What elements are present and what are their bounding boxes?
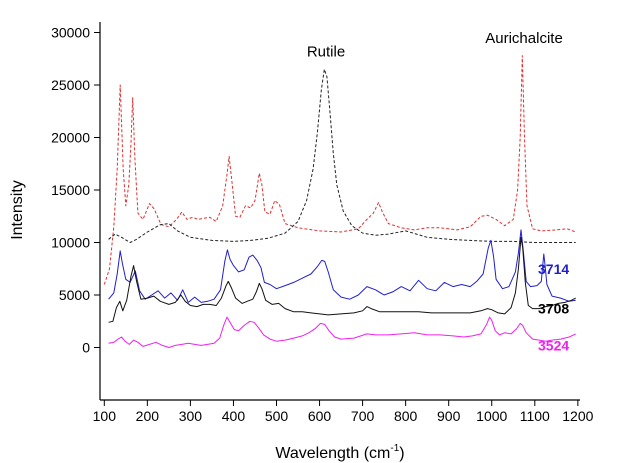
series-label-layer: 3714 3708 3524 xyxy=(538,261,569,354)
peak-annotation: Aurichalcite xyxy=(485,30,563,47)
series-line-rutile-ref xyxy=(108,68,576,243)
y-axis-ticks: 0 5000 10000 15000 20000 25000 30000 xyxy=(51,25,100,356)
y-tick-label: 15000 xyxy=(51,182,90,198)
x-tick-label: 1200 xyxy=(562,408,593,424)
x-tick-label: 500 xyxy=(265,408,289,424)
x-tick-label: 600 xyxy=(308,408,332,424)
series-label: 3714 xyxy=(538,261,569,277)
x-tick-label: 300 xyxy=(179,408,203,424)
peak-annotation: Rutile xyxy=(307,44,345,61)
x-tick-label: 700 xyxy=(351,408,375,424)
series-line-3708 xyxy=(108,236,576,323)
x-axis-ticks: 100 200 300 400 500 600 700 800 900 1000 1100 1200 xyxy=(93,400,594,424)
series-line-3714 xyxy=(108,229,576,303)
y-tick-label: 0 xyxy=(82,340,90,356)
series-line-aurichalcite-ref xyxy=(103,55,576,285)
x-tick-label: 1000 xyxy=(476,408,507,424)
x-tick-label: 400 xyxy=(222,408,246,424)
y-tick-label: 10000 xyxy=(51,235,90,251)
series-label: 3524 xyxy=(538,337,569,353)
x-tick-label: 900 xyxy=(437,408,461,424)
series-line-3524 xyxy=(108,316,576,348)
annotation-layer: Rutile Aurichalcite xyxy=(307,30,563,61)
series-label: 3708 xyxy=(538,301,569,317)
y-tick-label: 25000 xyxy=(51,77,90,93)
y-tick-label: 5000 xyxy=(59,287,90,303)
x-tick-label: 800 xyxy=(394,408,418,424)
y-tick-label: 30000 xyxy=(51,25,90,41)
plot-area xyxy=(99,22,580,401)
x-tick-label: 200 xyxy=(136,408,160,424)
x-tick-label: 1100 xyxy=(520,408,550,424)
x-tick-label: 100 xyxy=(93,408,117,424)
y-tick-label: 20000 xyxy=(51,130,90,146)
x-axis-title: Wavelength (cm-1) xyxy=(275,443,404,462)
y-axis-title: Intensity xyxy=(9,180,26,240)
series-layer xyxy=(103,55,576,348)
